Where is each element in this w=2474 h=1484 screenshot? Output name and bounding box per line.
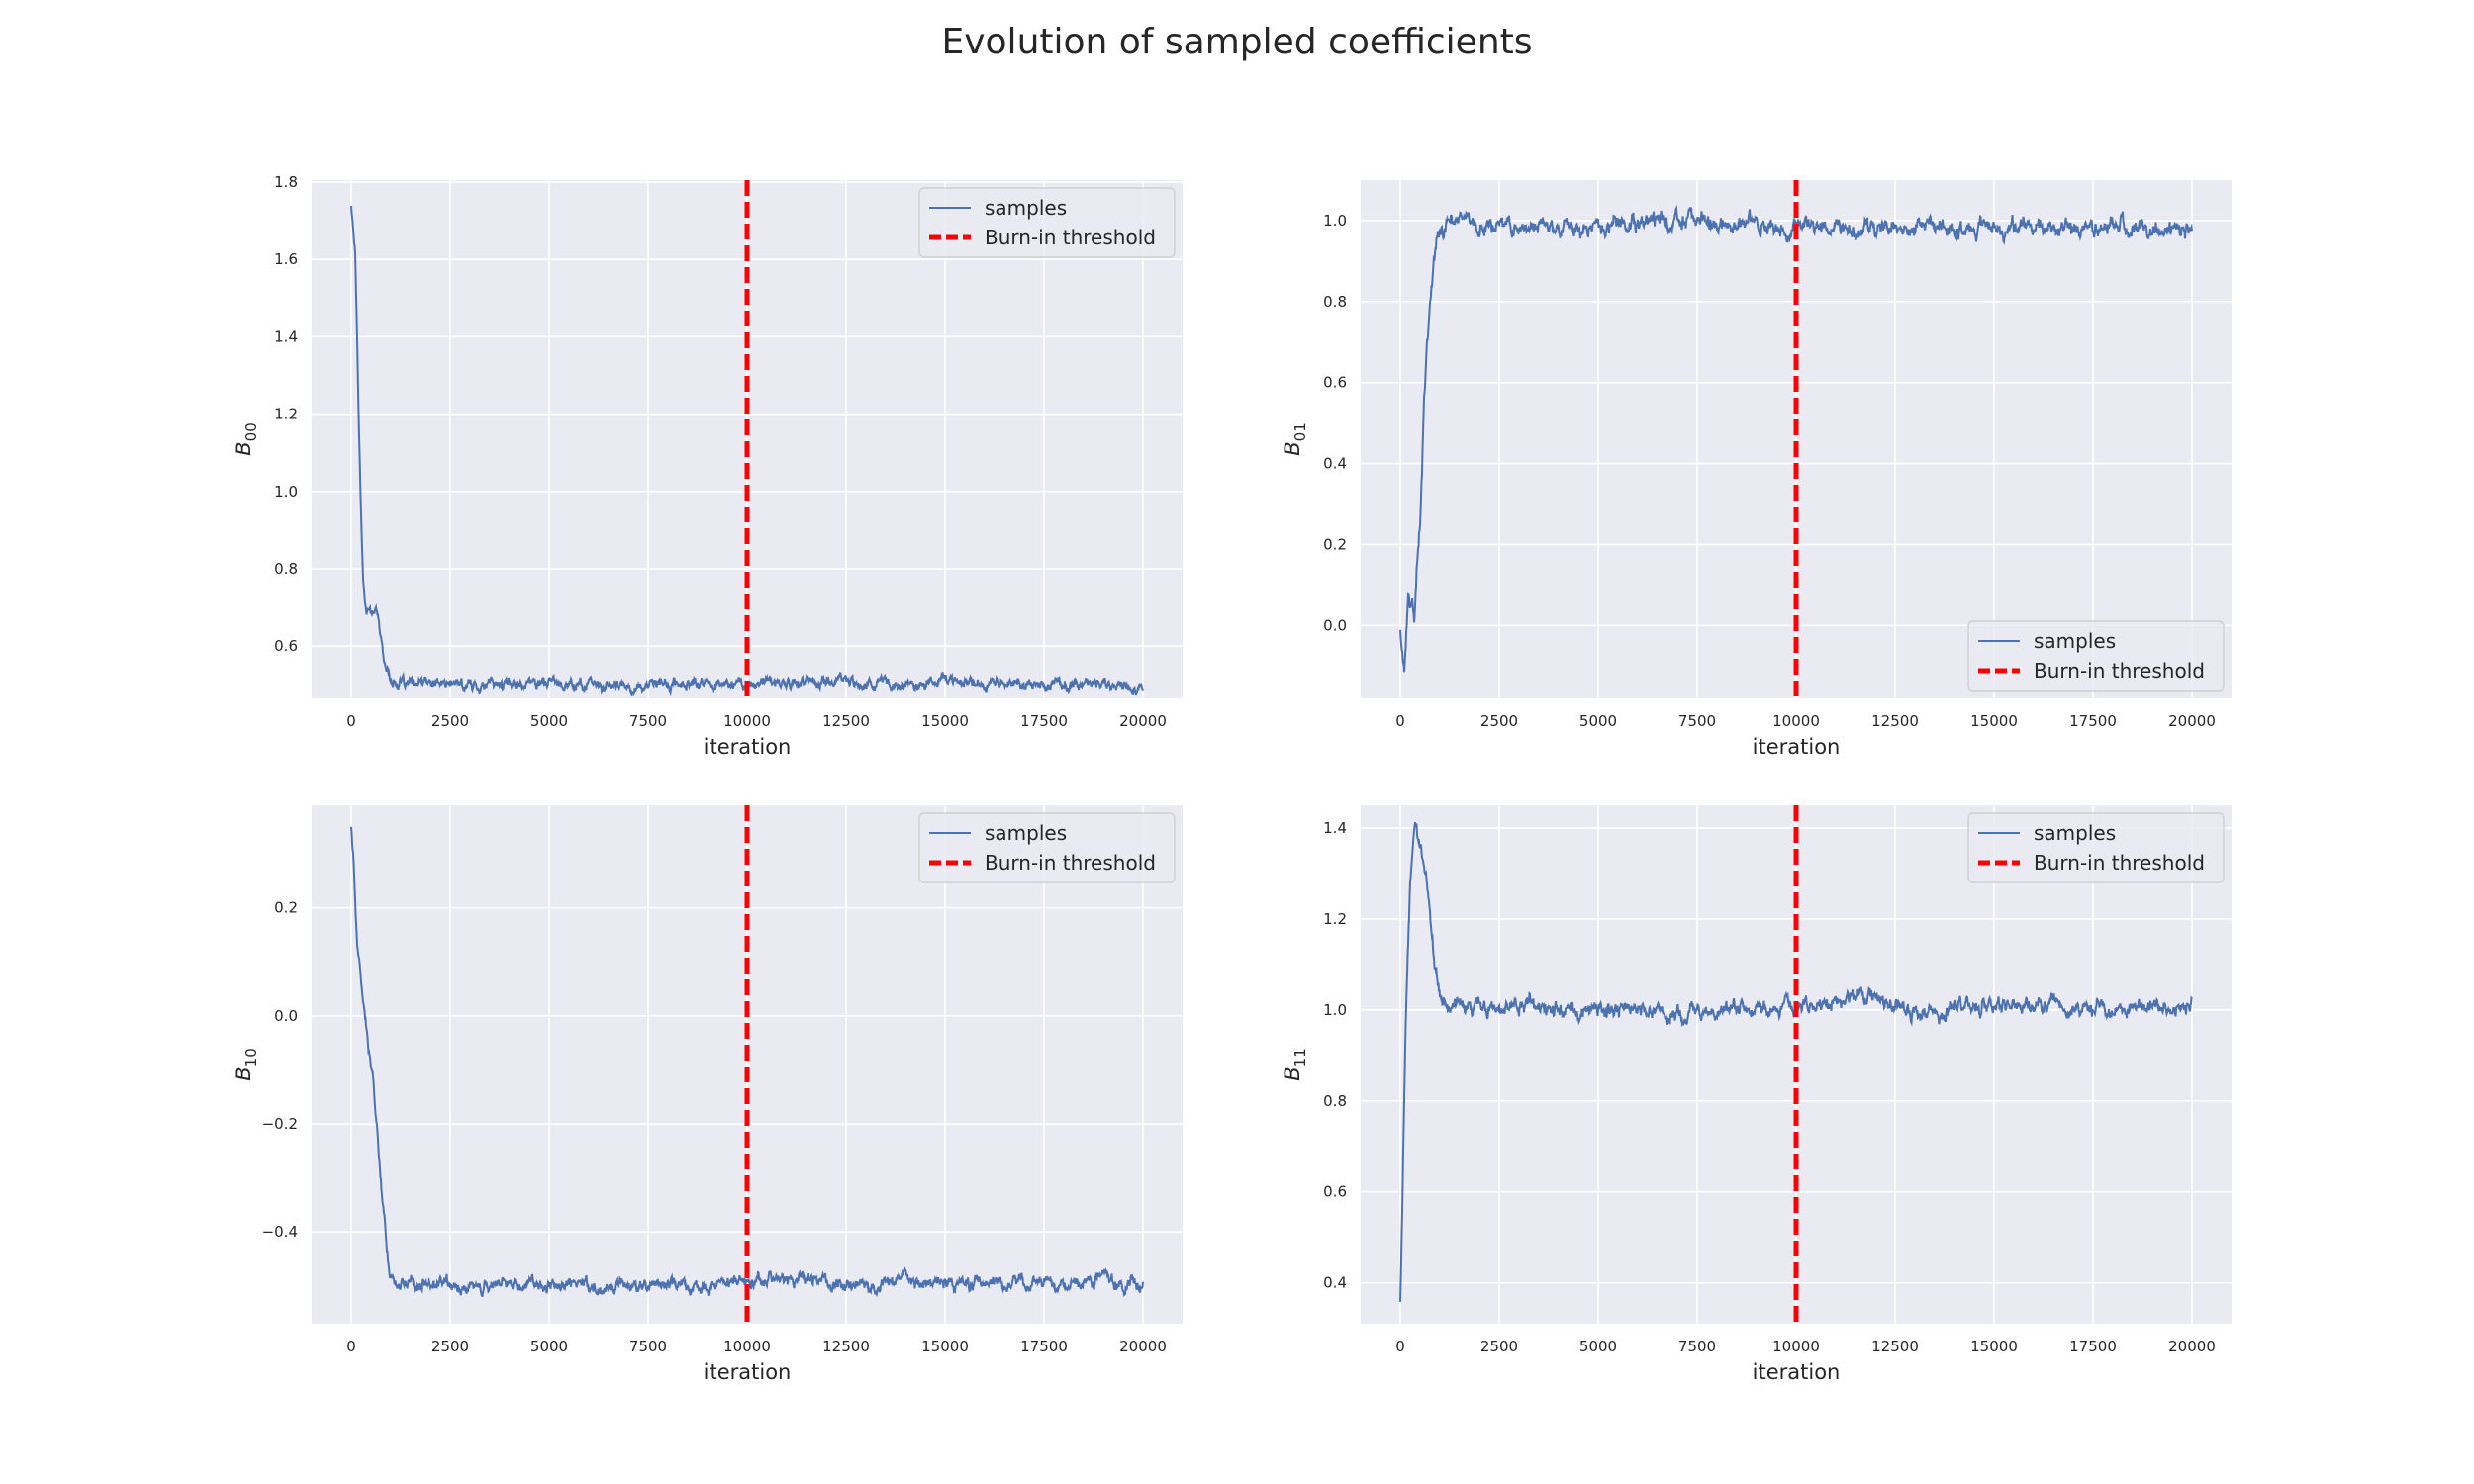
x-tick-label: 5000: [530, 1338, 568, 1355]
legend-box: [918, 812, 1176, 883]
legend-samples-label: samples: [2034, 629, 2116, 653]
legend-samples-label: samples: [2034, 821, 2116, 845]
x-tick-label: 0: [1395, 712, 1405, 730]
y-tick-label: 1.4: [274, 327, 298, 345]
x-tick-label: 20000: [2168, 1338, 2216, 1355]
x-axis-label: iteration: [1753, 735, 1841, 759]
y-tick-label: 0.2: [1323, 535, 1347, 553]
y-tick-label: 1.0: [274, 483, 298, 501]
chart-panel-b01: 0 2500 5000 7500 10000 12500 15000 17500 20000 0.…: [1281, 180, 2232, 759]
legend: samples Burn-in threshold: [1967, 812, 2225, 883]
legend: samples Burn-in threshold: [1967, 620, 2225, 692]
y-tick-label: 1.0: [1323, 1001, 1347, 1019]
legend-threshold-label: Burn-in threshold: [985, 851, 1156, 875]
y-tick-label: 1.6: [274, 250, 298, 268]
y-tick-label: 0.8: [1323, 1092, 1347, 1110]
chart-panel-b11: 0 2500 5000 7500 10000 12500 15000 17500 20000 0.…: [1281, 805, 2232, 1384]
x-tick-label: 17500: [2069, 712, 2117, 730]
x-axis-label: iteration: [1753, 1360, 1841, 1384]
x-tick-label: 10000: [723, 1338, 771, 1355]
y-tick-label: 0.4: [1323, 1274, 1347, 1292]
chart-panel-b00: 0 2500 5000 7500 10000 12500 15000 17500 20000 0.…: [232, 173, 1183, 759]
x-tick-label: 12500: [1871, 712, 1919, 730]
x-tick-label: 5000: [530, 712, 568, 730]
x-tick-label: 20000: [1119, 1338, 1167, 1355]
x-tick-label: 15000: [1970, 1338, 2018, 1355]
x-tick-label: 7500: [629, 712, 667, 730]
legend: samples Burn-in threshold: [918, 812, 1176, 883]
x-axis-label: iteration: [704, 1360, 792, 1384]
legend-samples-label: samples: [985, 821, 1067, 845]
legend-samples-label: samples: [985, 196, 1067, 220]
y-tick-label: 0.0: [274, 1007, 298, 1025]
x-tick-label: 15000: [1970, 712, 2018, 730]
x-tick-label: 5000: [1579, 1338, 1617, 1355]
y-axis-label: B10: [232, 1048, 260, 1081]
x-axis-label: iteration: [704, 735, 792, 759]
legend-threshold-label: Burn-in threshold: [985, 226, 1156, 249]
y-tick-label: 0.6: [1323, 1183, 1347, 1201]
x-tick-label: 17500: [2069, 1338, 2117, 1355]
samples-line: [1399, 204, 2193, 673]
samples-line: [350, 826, 1144, 1298]
legend-threshold-label: Burn-in threshold: [2034, 659, 2205, 683]
x-tick-label: 12500: [822, 1338, 870, 1355]
y-tick-label: 0.2: [274, 899, 298, 917]
x-tick-label: 12500: [822, 712, 870, 730]
x-tick-label: 0: [346, 1338, 356, 1355]
y-axis-label: B00: [232, 422, 260, 456]
x-tick-label: 7500: [629, 1338, 667, 1355]
x-tick-label: 10000: [1772, 712, 1820, 730]
y-axis-label: B01: [1281, 422, 1309, 456]
y-tick-label: 1.8: [274, 173, 298, 191]
legend-box: [1967, 620, 2225, 692]
x-tick-label: 15000: [921, 1338, 969, 1355]
x-tick-label: 15000: [921, 712, 969, 730]
x-tick-label: 20000: [1119, 712, 1167, 730]
x-tick-label: 5000: [1579, 712, 1617, 730]
legend: samples Burn-in threshold: [918, 187, 1176, 258]
y-tick-label: 0.6: [1323, 374, 1347, 392]
x-tick-label: 2500: [1480, 1338, 1518, 1355]
x-tick-label: 2500: [1480, 712, 1518, 730]
y-tick-label: 1.0: [1323, 212, 1347, 230]
chart-panel-b10: 0 2500 5000 7500 10000 12500 15000 17500 20000 −0…: [232, 805, 1183, 1384]
y-tick-label: 1.2: [274, 406, 298, 423]
x-tick-label: 0: [1395, 1338, 1405, 1355]
y-tick-label: 0.4: [1323, 455, 1347, 473]
figure-title: Evolution of sampled coefficients: [941, 22, 1533, 62]
legend-threshold-label: Burn-in threshold: [2034, 851, 2205, 875]
x-tick-label: 0: [346, 712, 356, 730]
x-tick-label: 10000: [1772, 1338, 1820, 1355]
y-tick-label: 0.8: [1323, 293, 1347, 311]
x-tick-label: 2500: [431, 712, 469, 730]
x-tick-label: 10000: [723, 712, 771, 730]
x-tick-label: 7500: [1678, 1338, 1716, 1355]
x-tick-label: 17500: [1020, 1338, 1068, 1355]
legend-box: [918, 187, 1176, 258]
legend-box: [1967, 812, 2225, 883]
y-axis-label: B11: [1281, 1048, 1309, 1081]
y-tick-label: −0.4: [262, 1223, 298, 1241]
x-tick-label: 17500: [1020, 712, 1068, 730]
y-tick-label: 1.4: [1323, 819, 1347, 837]
x-tick-label: 7500: [1678, 712, 1716, 730]
x-tick-label: 20000: [2168, 712, 2216, 730]
y-tick-label: 0.6: [274, 637, 298, 655]
y-tick-label: −0.2: [262, 1115, 298, 1133]
x-tick-label: 12500: [1871, 1338, 1919, 1355]
y-tick-label: 0.0: [1323, 616, 1347, 634]
x-tick-label: 2500: [431, 1338, 469, 1355]
y-tick-label: 1.2: [1323, 910, 1347, 928]
y-tick-label: 0.8: [274, 560, 298, 578]
